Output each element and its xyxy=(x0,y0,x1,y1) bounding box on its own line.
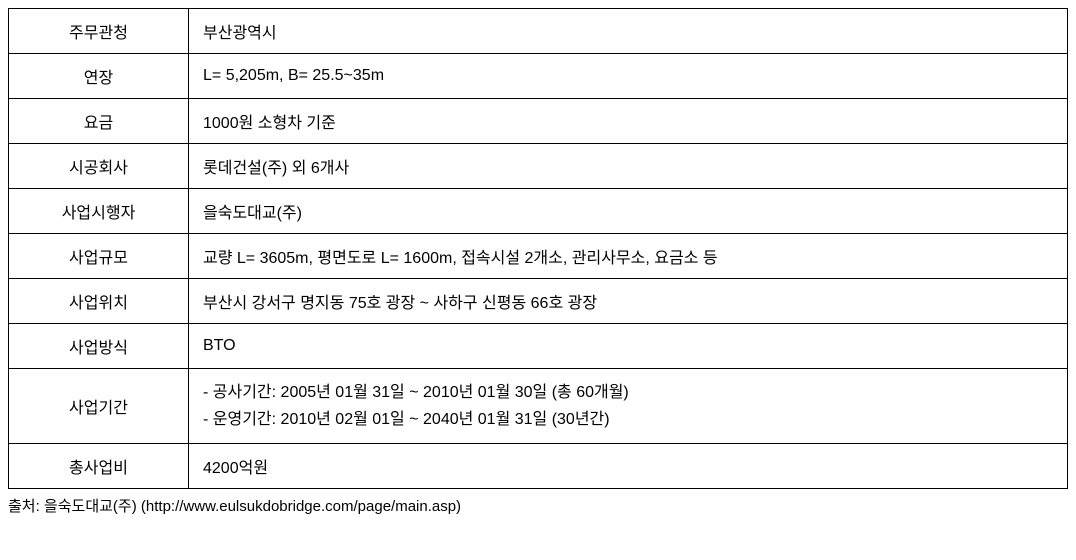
row-label: 주무관청 xyxy=(9,9,189,54)
row-value: 부산광역시 xyxy=(189,9,1068,54)
row-label: 사업위치 xyxy=(9,279,189,324)
row-value: BTO xyxy=(189,324,1068,369)
row-value: 부산시 강서구 명지동 75호 광장 ~ 사하구 신평동 66호 광장 xyxy=(189,279,1068,324)
table-row: 사업위치 부산시 강서구 명지동 75호 광장 ~ 사하구 신평동 66호 광장 xyxy=(9,279,1068,324)
row-label: 사업방식 xyxy=(9,324,189,369)
row-value: 1000원 소형차 기준 xyxy=(189,99,1068,144)
value-line-1: - 공사기간: 2005년 01월 31일 ~ 2010년 01월 30일 (총… xyxy=(203,379,1053,406)
row-label: 총사업비 xyxy=(9,444,189,489)
table-row: 연장 L= 5,205m, B= 25.5~35m xyxy=(9,54,1068,99)
table-row: 사업방식 BTO xyxy=(9,324,1068,369)
row-value-multiline: - 공사기간: 2005년 01월 31일 ~ 2010년 01월 30일 (총… xyxy=(189,369,1068,444)
source-citation: 출처: 을숙도대교(주) (http://www.eulsukdobridge.… xyxy=(8,495,1068,516)
table-row: 사업기간 - 공사기간: 2005년 01월 31일 ~ 2010년 01월 3… xyxy=(9,369,1068,444)
row-label: 사업기간 xyxy=(9,369,189,444)
table-row: 요금 1000원 소형차 기준 xyxy=(9,99,1068,144)
row-value: 을숙도대교(주) xyxy=(189,189,1068,234)
row-value: 교량 L= 3605m, 평면도로 L= 1600m, 접속시설 2개소, 관리… xyxy=(189,234,1068,279)
table-row: 주무관청 부산광역시 xyxy=(9,9,1068,54)
row-value: L= 5,205m, B= 25.5~35m xyxy=(189,54,1068,99)
row-value: 롯데건설(주) 외 6개사 xyxy=(189,144,1068,189)
row-value: 4200억원 xyxy=(189,444,1068,489)
row-label: 시공회사 xyxy=(9,144,189,189)
row-label: 요금 xyxy=(9,99,189,144)
table-row: 시공회사 롯데건설(주) 외 6개사 xyxy=(9,144,1068,189)
row-label: 사업시행자 xyxy=(9,189,189,234)
table-body: 주무관청 부산광역시 연장 L= 5,205m, B= 25.5~35m 요금 … xyxy=(9,9,1068,489)
project-info-table: 주무관청 부산광역시 연장 L= 5,205m, B= 25.5~35m 요금 … xyxy=(8,8,1068,489)
project-info-table-container: 주무관청 부산광역시 연장 L= 5,205m, B= 25.5~35m 요금 … xyxy=(8,8,1068,516)
row-label: 연장 xyxy=(9,54,189,99)
table-row: 사업시행자 을숙도대교(주) xyxy=(9,189,1068,234)
table-row: 총사업비 4200억원 xyxy=(9,444,1068,489)
table-row: 사업규모 교량 L= 3605m, 평면도로 L= 1600m, 접속시설 2개… xyxy=(9,234,1068,279)
value-line-2: - 운영기간: 2010년 02월 01일 ~ 2040년 01월 31일 (3… xyxy=(203,406,1053,433)
row-label: 사업규모 xyxy=(9,234,189,279)
